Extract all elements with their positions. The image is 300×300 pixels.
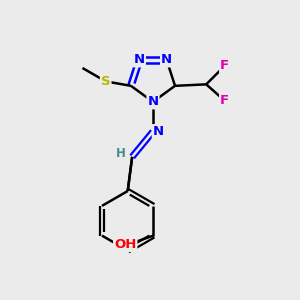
Text: S: S [101, 75, 110, 88]
Text: N: N [161, 53, 172, 66]
Text: H: H [116, 147, 126, 161]
Text: N: N [147, 95, 158, 108]
Text: F: F [220, 59, 229, 72]
Text: F: F [220, 94, 229, 107]
Text: OH: OH [114, 238, 136, 251]
Text: N: N [134, 53, 145, 66]
Text: N: N [153, 125, 164, 138]
